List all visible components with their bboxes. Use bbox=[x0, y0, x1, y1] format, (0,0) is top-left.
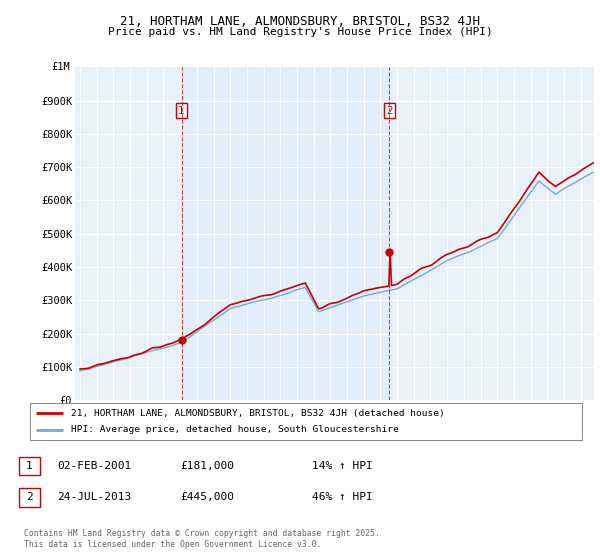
Bar bbox=[182, 67, 389, 400]
Text: HPI: Average price, detached house, South Gloucestershire: HPI: Average price, detached house, Sout… bbox=[71, 425, 399, 434]
Text: 2: 2 bbox=[26, 492, 33, 502]
Text: £181,000: £181,000 bbox=[180, 461, 234, 471]
Text: 46% ↑ HPI: 46% ↑ HPI bbox=[312, 492, 373, 502]
Text: 1: 1 bbox=[26, 461, 33, 471]
Text: 21, HORTHAM LANE, ALMONDSBURY, BRISTOL, BS32 4JH (detached house): 21, HORTHAM LANE, ALMONDSBURY, BRISTOL, … bbox=[71, 409, 445, 418]
Text: 2: 2 bbox=[386, 105, 393, 115]
Text: Price paid vs. HM Land Registry's House Price Index (HPI): Price paid vs. HM Land Registry's House … bbox=[107, 27, 493, 37]
Text: 21, HORTHAM LANE, ALMONDSBURY, BRISTOL, BS32 4JH: 21, HORTHAM LANE, ALMONDSBURY, BRISTOL, … bbox=[120, 15, 480, 28]
Text: 14% ↑ HPI: 14% ↑ HPI bbox=[312, 461, 373, 471]
Text: £445,000: £445,000 bbox=[180, 492, 234, 502]
Text: 1: 1 bbox=[178, 105, 185, 115]
Text: £1M: £1M bbox=[51, 62, 70, 72]
Text: Contains HM Land Registry data © Crown copyright and database right 2025.
This d: Contains HM Land Registry data © Crown c… bbox=[24, 529, 380, 549]
Text: 02-FEB-2001: 02-FEB-2001 bbox=[57, 461, 131, 471]
Text: 24-JUL-2013: 24-JUL-2013 bbox=[57, 492, 131, 502]
